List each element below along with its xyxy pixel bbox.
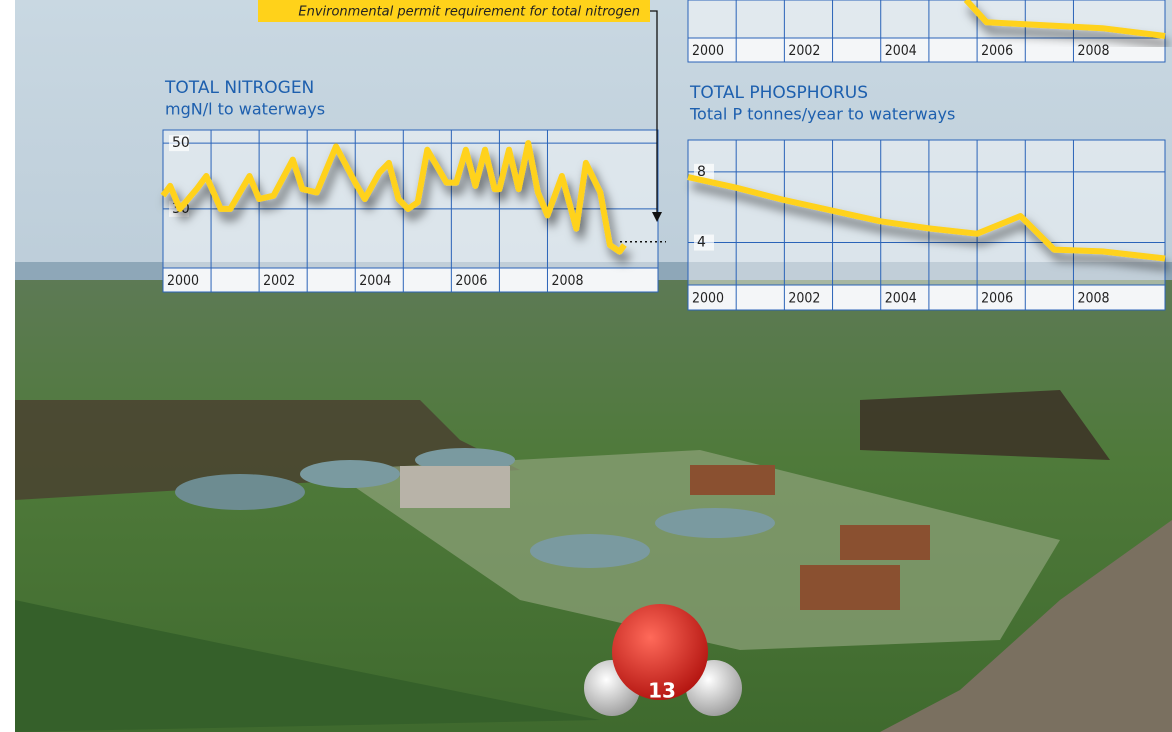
x-tick-label: 2004 [359,273,391,289]
x-tick-label: 2004 [885,291,917,307]
chart: 2000 2002 2004 2006 2008 [688,0,1165,62]
x-tick-label: 2004 [885,43,917,59]
y-tick-label: 50 [172,135,190,151]
chart-title: TOTAL PHOSPHORUS [689,83,868,103]
plot-panel [688,140,1165,285]
x-tick-label: 2000 [167,273,199,289]
x-label-row [163,268,658,292]
x-tick-label: 2008 [551,273,583,289]
x-tick-label: 2008 [1077,291,1109,307]
x-tick-label: 2002 [263,273,295,289]
plot-panel [688,0,1165,38]
x-tick-label: 2000 [692,291,724,307]
page: {"chart_data": [ {"type": "line", "title… [0,0,1172,732]
infographic: 13 TOTAL NITROGENmgN/l to waterways20002… [0,0,1172,732]
x-tick-label: 2008 [1077,43,1109,59]
chart-subtitle: mgN/l to waterways [165,100,325,119]
chart-title: TOTAL NITROGEN [164,78,314,98]
x-tick-label: 2002 [788,291,820,307]
y-tick-label: 4 [697,235,706,251]
chart-subtitle: Total P tonnes/year to waterways [689,105,955,124]
x-tick-label: 2006 [981,43,1013,59]
x-tick-label: 2006 [981,291,1013,307]
x-tick-label: 2002 [788,43,820,59]
x-tick-label: 2006 [455,273,487,289]
x-tick-label: 2000 [692,43,724,59]
annotation: Environmental permit requirement for tot… [298,5,640,20]
page-number: 13 [648,679,676,703]
